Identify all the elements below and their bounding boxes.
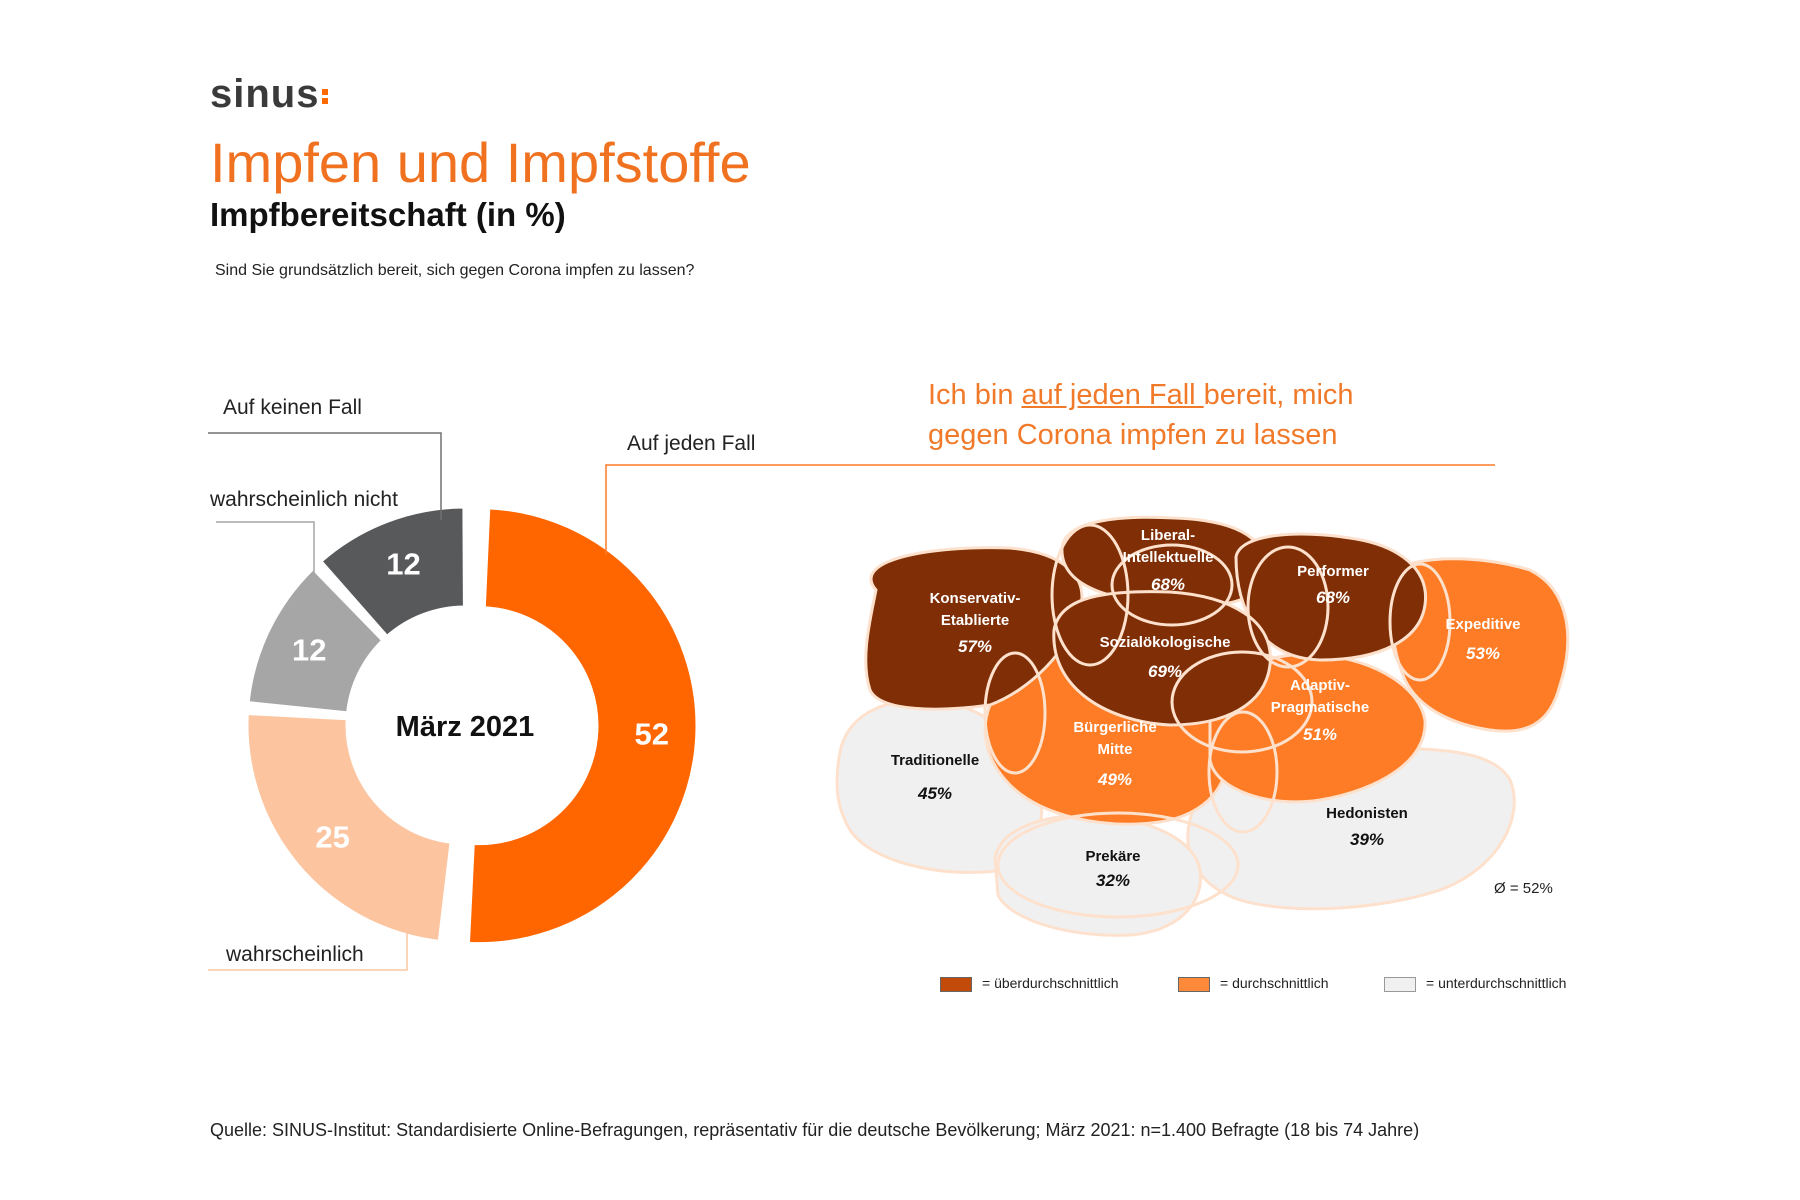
milieu-value-expeditive: 53% xyxy=(1466,644,1500,663)
survey-question: Sind Sie grundsätzlich bereit, sich gege… xyxy=(215,262,695,279)
headline-line-1: Ich bin auf jeden Fall bereit, mich xyxy=(928,379,1354,411)
milieu-name-expeditive: Expeditive xyxy=(1445,616,1520,633)
milieu-name-adaptivpragmatische: Adaptiv- xyxy=(1290,677,1350,694)
legend-swatch-average xyxy=(1178,976,1210,992)
outline-overlap-2 xyxy=(1110,543,1234,627)
milieu-name-konservativetablierte: Konservativ- xyxy=(930,590,1021,607)
legend-item-average: = durchschnittlich xyxy=(1178,975,1329,992)
milieu-value-prekäre: 32% xyxy=(1096,871,1130,890)
milieu-shape-expeditive xyxy=(1388,557,1570,733)
legend-item-below: = unterdurchschnittlich xyxy=(1384,975,1566,992)
milieu-name-traditionelle: Traditionelle xyxy=(891,752,979,769)
legend-swatch-above xyxy=(940,976,972,992)
headline-emphasis: auf jeden Fall xyxy=(1021,379,1204,411)
brand-logo: sinus xyxy=(210,72,329,117)
headline-line-2: gegen Corona impfen zu lassen xyxy=(928,419,1338,451)
category-label-wahrscheinlich: wahrscheinlich xyxy=(226,943,364,966)
page-subtitle: Impfbereitschaft (in %) xyxy=(210,196,566,233)
brand-dots-icon xyxy=(322,86,329,107)
donut-value-label: 12 xyxy=(386,546,420,581)
average-label: Ø = 52% xyxy=(1494,880,1553,897)
outline-overlap-8 xyxy=(996,811,1240,919)
outline-overlap-5 xyxy=(1170,650,1314,754)
milieu-name-bürgerlichemitte: Mitte xyxy=(1098,741,1133,758)
milieu-name-prekäre: Prekäre xyxy=(1085,848,1140,865)
outline-overlap-3 xyxy=(1246,545,1330,669)
donut-slice-wahrscheinlich-nicht xyxy=(246,566,385,715)
outline-overlap-4 xyxy=(1388,562,1452,682)
donut-slice-auf-keinen-fall xyxy=(318,505,466,639)
milieu-name-liberalintellektuelle: Liberal- xyxy=(1141,527,1195,544)
milieu-shape-sozialökologische xyxy=(1052,590,1272,727)
milieu-name-hedonisten: Hedonisten xyxy=(1326,805,1408,822)
leader-line-auf-jeden-fall xyxy=(605,464,1495,555)
source-note: Quelle: SINUS-Institut: Standardisierte … xyxy=(210,1120,1420,1140)
headline: Ich bin auf jeden Fall bereit, mich gege… xyxy=(928,375,1354,455)
milieu-value-bürgerlichemitte: 49% xyxy=(1097,770,1132,789)
donut-slice-wahrscheinlich xyxy=(245,711,453,944)
donut-value-label: 52 xyxy=(635,717,669,752)
milieu-name-bürgerlichemitte: Bürgerliche xyxy=(1073,719,1156,736)
milieu-value-performer: 68% xyxy=(1316,588,1350,607)
milieu-name-performer: Performer xyxy=(1297,563,1369,580)
page-title: Impfen und Impfstoffe xyxy=(210,131,751,194)
outline-overlap-6 xyxy=(983,651,1047,775)
outline-overlap-7 xyxy=(1207,710,1279,834)
donut-slice-auf-jeden-fall xyxy=(466,506,699,946)
brand-name: sinus xyxy=(210,72,320,116)
leader-line-auf-keinen-fall xyxy=(208,432,442,520)
outline-overlap-1 xyxy=(1050,523,1130,667)
milieu-name-adaptivpragmatische: Pragmatische xyxy=(1271,699,1369,716)
milieu-name-sozialökologische: Sozialökologische xyxy=(1100,634,1231,651)
donut-slices xyxy=(245,505,699,946)
milieu-value-konservativetablierte: 57% xyxy=(958,637,992,656)
leader-line-wahrscheinlich-nicht xyxy=(216,521,315,590)
donut-center-label: März 2021 xyxy=(396,711,535,743)
milieu-labels: Konservativ- Etablierte 57% Liberal- Intelle… xyxy=(891,527,1521,890)
category-label-auf-jeden-fall: Auf jeden Fall xyxy=(627,432,756,455)
milieu-name-konservativetablierte: Etablierte xyxy=(941,612,1009,629)
milieu-overlap-outlines xyxy=(983,523,1452,919)
category-label-auf-keinen-fall: Auf keinen Fall xyxy=(223,396,362,419)
legend-item-above: = überdurchschnittlich xyxy=(940,975,1119,992)
milieu-shapes xyxy=(835,515,1570,937)
milieu-name-liberalintellektuelle: Intellektuelle xyxy=(1123,549,1214,566)
milieu-value-liberalintellektuelle: 68% xyxy=(1151,575,1185,594)
category-label-wahrscheinlich-nicht: wahrscheinlich nicht xyxy=(210,488,398,511)
donut-value-labels: 52 25 12 12 xyxy=(292,546,669,854)
milieu-value-sozialökologische: 69% xyxy=(1148,662,1182,681)
leader-line-wahrscheinlich xyxy=(208,900,408,971)
milieu-shape-performer xyxy=(1234,532,1428,662)
donut-value-label: 25 xyxy=(315,819,349,854)
milieu-value-traditionelle: 45% xyxy=(917,784,952,803)
donut-value-label: 12 xyxy=(292,633,326,668)
milieu-value-hedonisten: 39% xyxy=(1350,830,1384,849)
milieu-value-adaptivpragmatische: 51% xyxy=(1303,725,1337,744)
legend-swatch-below xyxy=(1384,976,1416,992)
